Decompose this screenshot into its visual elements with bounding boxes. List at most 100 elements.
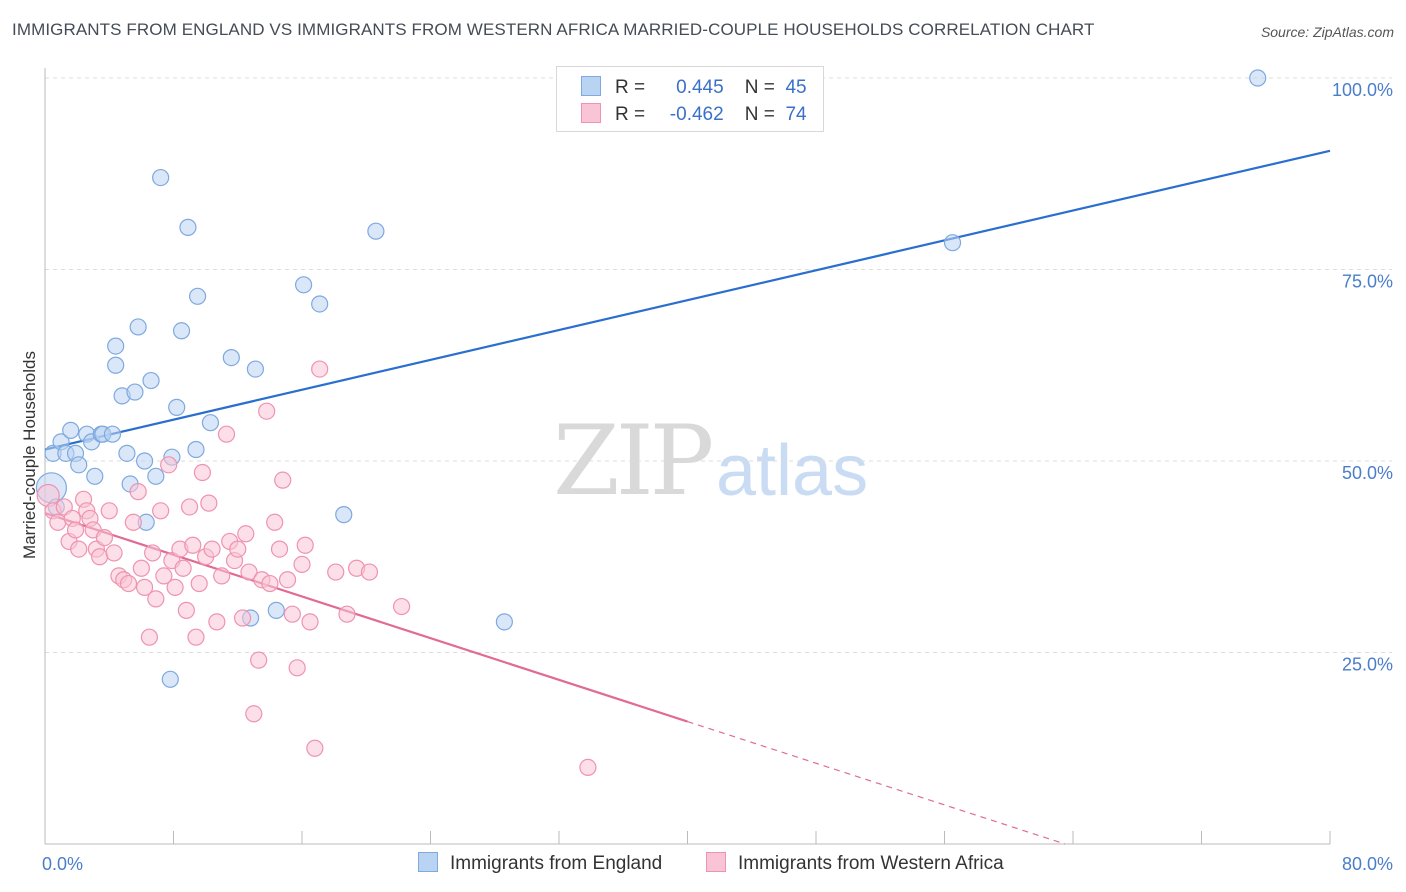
england-point[interactable] bbox=[295, 276, 313, 294]
wafrica-point[interactable] bbox=[240, 563, 258, 581]
data-points bbox=[35, 69, 1267, 777]
wafrica-point[interactable] bbox=[301, 613, 319, 631]
wafrica-point[interactable] bbox=[250, 651, 268, 669]
england-point[interactable] bbox=[188, 287, 207, 305]
wafrica-point[interactable] bbox=[229, 540, 247, 558]
england-point[interactable] bbox=[118, 444, 136, 462]
wafrica-point[interactable] bbox=[91, 548, 109, 566]
wafrica-point[interactable] bbox=[266, 513, 284, 531]
wafrica-point[interactable] bbox=[217, 425, 236, 443]
wafrica-point[interactable] bbox=[283, 605, 301, 623]
bottom-legend-england[interactable]: Immigrants from England bbox=[418, 852, 662, 875]
wafrica-point[interactable] bbox=[105, 544, 123, 562]
wafrica-point[interactable] bbox=[296, 536, 314, 554]
england-point[interactable] bbox=[179, 218, 197, 236]
wafrica-point[interactable] bbox=[160, 456, 178, 474]
england-point[interactable] bbox=[495, 613, 513, 631]
bottom-legend-wafrica[interactable]: Immigrants from Western Africa bbox=[706, 852, 1004, 875]
wafrica-point[interactable] bbox=[180, 498, 199, 516]
wafrica-point[interactable] bbox=[208, 613, 226, 631]
england-point[interactable] bbox=[267, 601, 285, 619]
wafrica-point[interactable] bbox=[132, 559, 150, 577]
wafrica-point[interactable] bbox=[190, 574, 208, 593]
england-point[interactable] bbox=[246, 360, 265, 378]
chart-title: IMMIGRANTS FROM ENGLAND VS IMMIGRANTS FR… bbox=[12, 20, 1095, 39]
wafrica-point[interactable] bbox=[261, 574, 279, 593]
england-point[interactable] bbox=[86, 467, 104, 485]
wafrica-point[interactable] bbox=[152, 502, 170, 520]
y-tick-label: 75.0% bbox=[1342, 272, 1393, 292]
wafrica-point[interactable] bbox=[579, 758, 597, 777]
wafrica-point[interactable] bbox=[278, 571, 297, 589]
wafrica-point[interactable] bbox=[166, 578, 184, 596]
england-point[interactable] bbox=[172, 322, 191, 340]
england-point[interactable] bbox=[152, 168, 170, 187]
wafrica-point[interactable] bbox=[95, 528, 114, 547]
wafrica-point[interactable] bbox=[392, 597, 411, 616]
wafrica-point[interactable] bbox=[270, 540, 289, 558]
wafrica-point[interactable] bbox=[129, 483, 147, 501]
england-point[interactable] bbox=[367, 222, 385, 240]
wafrica-point[interactable] bbox=[144, 544, 162, 562]
england-point[interactable] bbox=[126, 383, 144, 401]
england-point[interactable] bbox=[147, 467, 165, 485]
wafrica-n-value: 74 bbox=[785, 104, 807, 125]
england-point[interactable] bbox=[943, 234, 962, 252]
england-point[interactable] bbox=[222, 348, 240, 367]
england-point[interactable] bbox=[107, 337, 125, 355]
england-r-label: R = bbox=[615, 77, 646, 98]
england-point[interactable] bbox=[201, 414, 220, 432]
wafrica-n-label: N = bbox=[744, 104, 775, 125]
wafrica-point[interactable] bbox=[233, 609, 252, 627]
wafrica-point[interactable] bbox=[119, 574, 138, 593]
wafrica-point[interactable] bbox=[311, 360, 329, 378]
legend-row-england: R = 0.445 N = 45 bbox=[581, 76, 807, 98]
england-point[interactable] bbox=[142, 371, 160, 390]
wafrica-point[interactable] bbox=[306, 739, 324, 757]
england-point[interactable] bbox=[70, 456, 88, 474]
wafrica-r-value: -0.462 bbox=[669, 104, 724, 125]
y-tick-label: 25.0% bbox=[1342, 655, 1393, 675]
wafrica-point[interactable] bbox=[49, 513, 67, 531]
wafrica-point[interactable] bbox=[327, 563, 345, 581]
wafrica-point[interactable] bbox=[258, 402, 276, 420]
wafrica-point[interactable] bbox=[124, 513, 142, 531]
wafrica-point[interactable] bbox=[237, 525, 255, 543]
wafrica-point[interactable] bbox=[100, 502, 118, 520]
wafrica-point[interactable] bbox=[66, 521, 85, 539]
wafrica-point[interactable] bbox=[187, 628, 205, 646]
wafrica-point[interactable] bbox=[288, 659, 306, 677]
wafrica-point[interactable] bbox=[177, 601, 195, 619]
england-point[interactable] bbox=[62, 421, 80, 439]
wafrica-point[interactable] bbox=[193, 463, 212, 482]
england-point[interactable] bbox=[1249, 69, 1267, 87]
england-point[interactable] bbox=[161, 670, 179, 688]
wafrica-point[interactable] bbox=[203, 540, 221, 558]
england-point[interactable] bbox=[107, 356, 125, 374]
wafrica-point[interactable] bbox=[213, 567, 231, 585]
wafrica-point[interactable] bbox=[293, 555, 311, 574]
wafrica-point[interactable] bbox=[360, 563, 379, 581]
england-point[interactable] bbox=[311, 295, 329, 313]
england-point[interactable] bbox=[135, 452, 154, 470]
stats-legend: R = 0.445 N = 45 R = -0.462 N = 74 bbox=[556, 66, 824, 132]
wafrica-point[interactable] bbox=[338, 605, 356, 623]
axes bbox=[44, 68, 1331, 845]
wafrica-point[interactable] bbox=[245, 705, 263, 723]
wafrica-point[interactable] bbox=[174, 559, 192, 577]
england-r-value: 0.445 bbox=[676, 77, 724, 98]
england-point[interactable] bbox=[103, 425, 122, 443]
england-point[interactable] bbox=[129, 318, 147, 336]
wafrica-point[interactable] bbox=[184, 536, 202, 554]
england-point[interactable] bbox=[335, 506, 353, 524]
wafrica-point[interactable] bbox=[135, 578, 154, 596]
y-axis-label: Married-couple Households bbox=[20, 351, 39, 559]
wafrica-point[interactable] bbox=[147, 590, 165, 608]
wafrica-point[interactable] bbox=[140, 628, 159, 646]
england-point[interactable] bbox=[187, 440, 205, 459]
england-point[interactable] bbox=[168, 398, 186, 416]
wafrica-point[interactable] bbox=[70, 540, 88, 558]
wafrica-point[interactable] bbox=[200, 494, 218, 512]
wafrica-point[interactable] bbox=[274, 471, 292, 489]
wafrica-point[interactable] bbox=[155, 567, 173, 585]
